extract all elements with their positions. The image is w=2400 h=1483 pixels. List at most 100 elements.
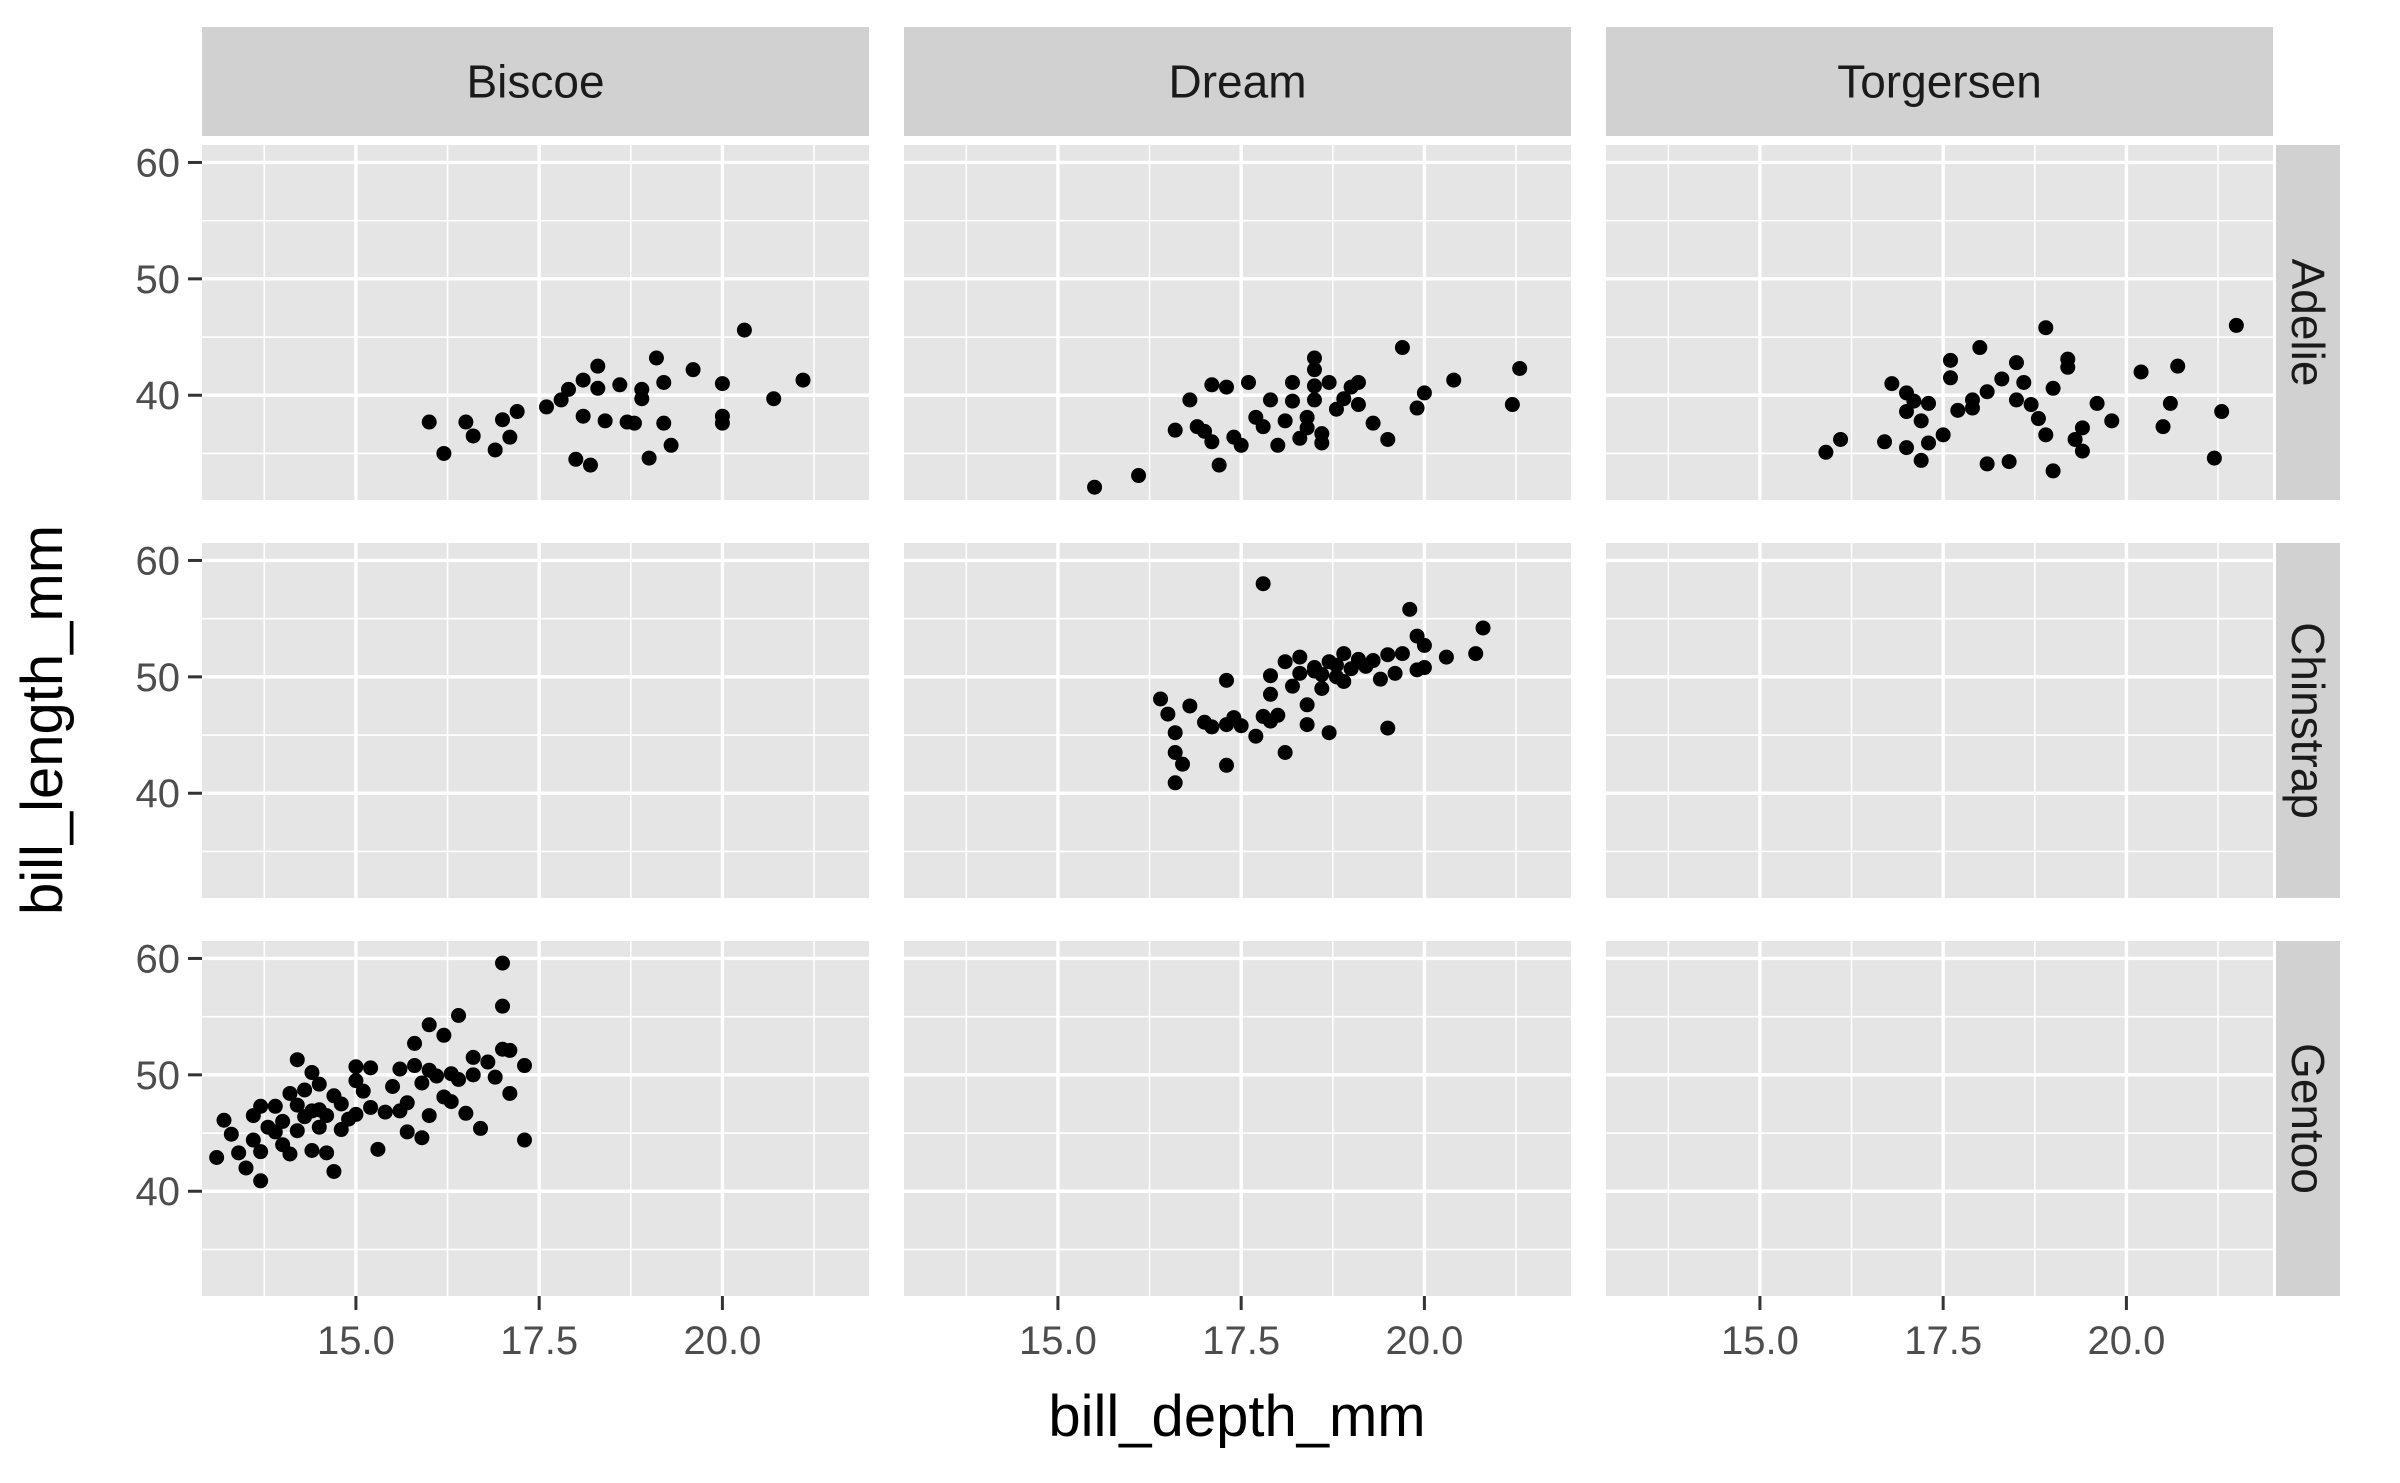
data-point [282, 1146, 298, 1162]
strip-label-gentoo: Gentoo [2282, 1043, 2334, 1194]
data-point [1994, 371, 2010, 387]
y-tick-label: 50 [136, 1054, 181, 1098]
data-point [363, 1099, 379, 1115]
data-point [1240, 374, 1256, 390]
data-point [1284, 393, 1300, 409]
data-point [1255, 419, 1271, 435]
data-point [1372, 671, 1388, 687]
data-point [1380, 720, 1396, 736]
data-point [363, 1060, 379, 1076]
y-tick-label: 40 [136, 1170, 181, 1214]
data-point [2001, 454, 2017, 470]
data-point [795, 372, 811, 388]
data-point [1153, 691, 1169, 707]
data-point [1270, 707, 1286, 723]
data-point [348, 1106, 364, 1122]
data-point [1512, 360, 1528, 376]
data-point [1314, 680, 1330, 696]
data-point [399, 1124, 415, 1140]
data-point [333, 1096, 349, 1112]
data-point [1394, 340, 1410, 356]
x-tick-label: 17.5 [500, 1319, 578, 1363]
data-point [2038, 427, 2054, 443]
data-point [2008, 355, 2024, 371]
data-point [1299, 420, 1315, 436]
data-point [289, 1052, 305, 1068]
data-point [2045, 463, 2061, 479]
data-point [465, 1049, 481, 1065]
data-point [267, 1098, 283, 1114]
data-point [304, 1065, 320, 1081]
data-point [451, 1007, 467, 1023]
data-point [414, 1075, 430, 1091]
data-point [1468, 646, 1484, 662]
data-point [1131, 468, 1147, 484]
data-point [355, 1083, 371, 1099]
data-point [1270, 437, 1286, 453]
data-point [1350, 397, 1366, 413]
strip-label-adelie: Adelie [2282, 259, 2334, 387]
data-point [429, 1068, 445, 1084]
x-tick-label: 15.0 [317, 1319, 395, 1363]
data-point [1219, 672, 1235, 688]
row-strips: Adelie Chinstrap Gentoo [2276, 145, 2340, 1296]
data-point [2104, 413, 2120, 429]
data-point [641, 450, 657, 466]
data-point [1921, 435, 1937, 451]
data-point [1380, 431, 1396, 447]
data-point [414, 1130, 430, 1146]
data-point [223, 1126, 239, 1142]
data-point [1277, 654, 1293, 670]
data-point [2045, 380, 2061, 396]
data-point [451, 1072, 467, 1088]
data-point [1277, 413, 1293, 429]
data-point [612, 377, 628, 393]
data-point [289, 1123, 305, 1139]
data-point [1262, 392, 1278, 408]
panel-dream-chinstrap [904, 543, 1571, 898]
data-point [1921, 395, 1937, 411]
data-point [1877, 434, 1893, 450]
data-point [253, 1173, 269, 1189]
data-point [1182, 392, 1198, 408]
panel-background [904, 941, 1571, 1296]
data-point [1416, 660, 1432, 676]
data-point [348, 1059, 364, 1075]
data-point [1438, 649, 1454, 665]
data-point [648, 350, 664, 366]
data-point [480, 1054, 496, 1070]
data-point [1292, 665, 1308, 681]
data-point [421, 1017, 437, 1033]
data-point [1446, 372, 1462, 388]
data-point [495, 412, 511, 428]
data-point [465, 428, 481, 444]
panel-dream-adelie [904, 145, 1571, 500]
data-point [421, 1108, 437, 1124]
data-point [495, 955, 511, 971]
data-point [1321, 725, 1337, 741]
data-point [1387, 665, 1403, 681]
data-point [216, 1112, 232, 1128]
data-point [267, 1124, 283, 1140]
data-point [1328, 401, 1344, 417]
data-point [399, 1095, 415, 1111]
data-point [1219, 379, 1235, 395]
data-point [289, 1097, 305, 1113]
data-point [1197, 423, 1213, 439]
data-point [1950, 402, 1966, 418]
data-point [385, 1078, 401, 1094]
data-point [1394, 646, 1410, 662]
data-point [2089, 395, 2105, 411]
strip-label-dream: Dream [1168, 56, 1306, 108]
data-point [1292, 649, 1308, 665]
y-tick-label: 60 [136, 141, 181, 185]
data-point [1979, 384, 1995, 400]
strip-label-torgersen: Torgersen [1837, 56, 2042, 108]
data-point [560, 381, 576, 397]
panel-background [1606, 941, 2273, 1296]
data-point [1899, 404, 1915, 420]
data-point [575, 408, 591, 424]
data-point [1306, 350, 1322, 366]
data-point [487, 442, 503, 458]
data-point [245, 1132, 261, 1148]
